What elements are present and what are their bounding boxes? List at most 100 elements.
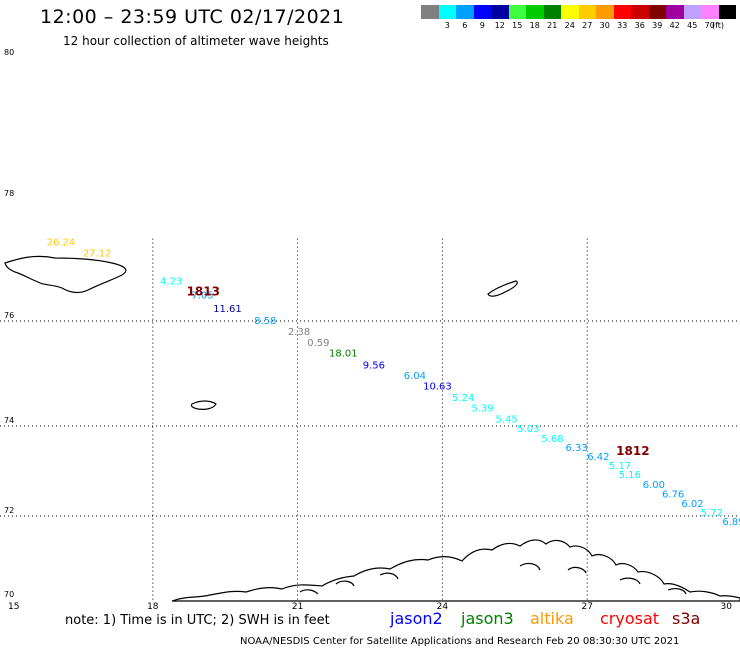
legend-entry [421, 5, 439, 31]
wave-height-label: 10.63 [423, 381, 452, 392]
legend-entry: 70 [701, 5, 719, 31]
legend-entry: 30 [596, 5, 614, 31]
legend-swatch [613, 5, 631, 19]
longitude-tick-label: 27 [581, 602, 592, 612]
latitude-tick-label: 78 [4, 189, 14, 198]
wave-height-label: 0.59 [307, 338, 329, 349]
legend-label: 39 [652, 21, 663, 30]
longitude-tick-label: 21 [292, 602, 303, 612]
wave-height-label: 5.17 [609, 461, 631, 472]
legend-label: 30 [599, 21, 610, 30]
wave-height-label: 8.58 [254, 316, 276, 327]
wave-height-label: 5.39 [471, 403, 493, 414]
wave-height-label: 4.23 [160, 276, 182, 287]
longitude-tick-label: 15 [8, 602, 19, 612]
axis-labels: 15 18 21 24 27 30 80 78 76 74 72 70 [4, 48, 732, 612]
legend-swatch [666, 5, 684, 19]
svalbard-coast [4, 255, 127, 294]
pass-time-label: 1813 [187, 284, 220, 298]
wave-height-label: 5.72 [701, 508, 723, 519]
legend-swatch [718, 5, 736, 19]
legend-entry: 24 [561, 5, 579, 31]
legend-label: 42 [669, 21, 680, 30]
latitude-tick-label: 70 [4, 590, 14, 599]
legend-entry: 6 [456, 5, 474, 31]
legend-swatch [508, 5, 526, 19]
legend-label: 33 [617, 21, 628, 30]
page-subtitle: 12 hour collection of altimeter wave hei… [63, 34, 329, 48]
longitude-tick-label: 24 [437, 602, 449, 612]
satellite-name: altika [530, 609, 574, 628]
legend-swatch [526, 5, 544, 19]
legend-entry: 21 [543, 5, 561, 31]
legend-swatch [596, 5, 614, 19]
footnote: note: 1) Time is in UTC; 2) SWH is in fe… [65, 613, 330, 628]
bear-island-coast [190, 400, 217, 410]
legend-entry: 27 [578, 5, 596, 31]
latitude-tick-label: 72 [4, 506, 14, 515]
legend-label: 21 [547, 21, 558, 30]
wave-height-label: 5.68 [541, 434, 563, 445]
wave-height-label: 9.56 [363, 360, 385, 371]
legend-swatch [491, 5, 509, 19]
latitude-tick-label: 74 [4, 416, 14, 425]
wave-height-label: 26.24 [47, 237, 76, 248]
legend-label: 15 [512, 21, 523, 30]
legend-swatch [561, 5, 579, 19]
wave-height-label: 6.42 [587, 452, 609, 463]
legend-entry: 9 [473, 5, 491, 31]
legend-label: 27 [582, 21, 593, 30]
satellite-name: jason2 [390, 609, 443, 628]
credit-line: NOAA/NESDIS Center for Satellite Applica… [240, 636, 680, 647]
legend-swatch [683, 5, 701, 19]
longitude-tick-label: 18 [147, 602, 159, 612]
satellite-name: jason3 [461, 609, 514, 628]
wave-height-label: 27.12 [83, 248, 112, 259]
legend-label: 45 [687, 21, 698, 30]
legend-entry: 3 [438, 5, 456, 31]
legend-label: 36 [634, 21, 645, 30]
legend-entry: 39 [648, 5, 666, 31]
page-title: 12:00 – 23:59 UTC 02/17/2021 [40, 6, 345, 28]
wave-height-label: 6.04 [404, 371, 426, 382]
norway-islands [299, 562, 687, 595]
legend-swatch [456, 5, 474, 19]
latitude-tick-label: 76 [4, 311, 14, 320]
legend-label: 9 [479, 21, 485, 30]
wave-height-label: 7.05 [191, 290, 213, 301]
legend-label: 6 [462, 21, 468, 30]
legend-label: 3 [444, 21, 450, 30]
legend-entry: 33 [613, 5, 631, 31]
graticule [0, 238, 740, 600]
wave-height-label: 2.38 [288, 327, 310, 338]
legend-swatch [648, 5, 666, 19]
coastline [4, 255, 740, 602]
legend-label: 18 [529, 21, 540, 30]
wave-height-label: 18.01 [329, 349, 358, 360]
legend-swatch [701, 5, 719, 19]
longitude-tick-label: 30 [721, 602, 733, 612]
legend-swatch [421, 5, 439, 19]
legend-label: 70 [704, 21, 715, 30]
pass-time-label: 1812 [616, 444, 649, 458]
wave-height-label: 5.45 [495, 414, 517, 425]
wave-height-label: 6.33 [565, 443, 587, 454]
hopen-coast [487, 280, 518, 297]
wave-height-label: 5.24 [452, 393, 474, 404]
wave-height-label: 6.76 [662, 490, 684, 501]
legend-entry [718, 5, 736, 31]
legend-entry: 45 [683, 5, 701, 31]
wave-height-label: 6.89 [722, 517, 740, 528]
color-legend: 3 6 9 12 15 18 21 24 27 30 33 36 39 42 45 70 [421, 5, 736, 31]
legend-swatch [438, 5, 456, 19]
norway-coast [171, 539, 740, 602]
legend-swatch [631, 5, 649, 19]
wave-height-label: 6.02 [681, 499, 703, 510]
legend-entry: 42 [666, 5, 684, 31]
legend-label: 12 [494, 21, 505, 30]
wave-height-label: 6.00 [643, 480, 665, 491]
legend-unit: (ft) [712, 21, 725, 30]
legend-entry: 12 [491, 5, 509, 31]
